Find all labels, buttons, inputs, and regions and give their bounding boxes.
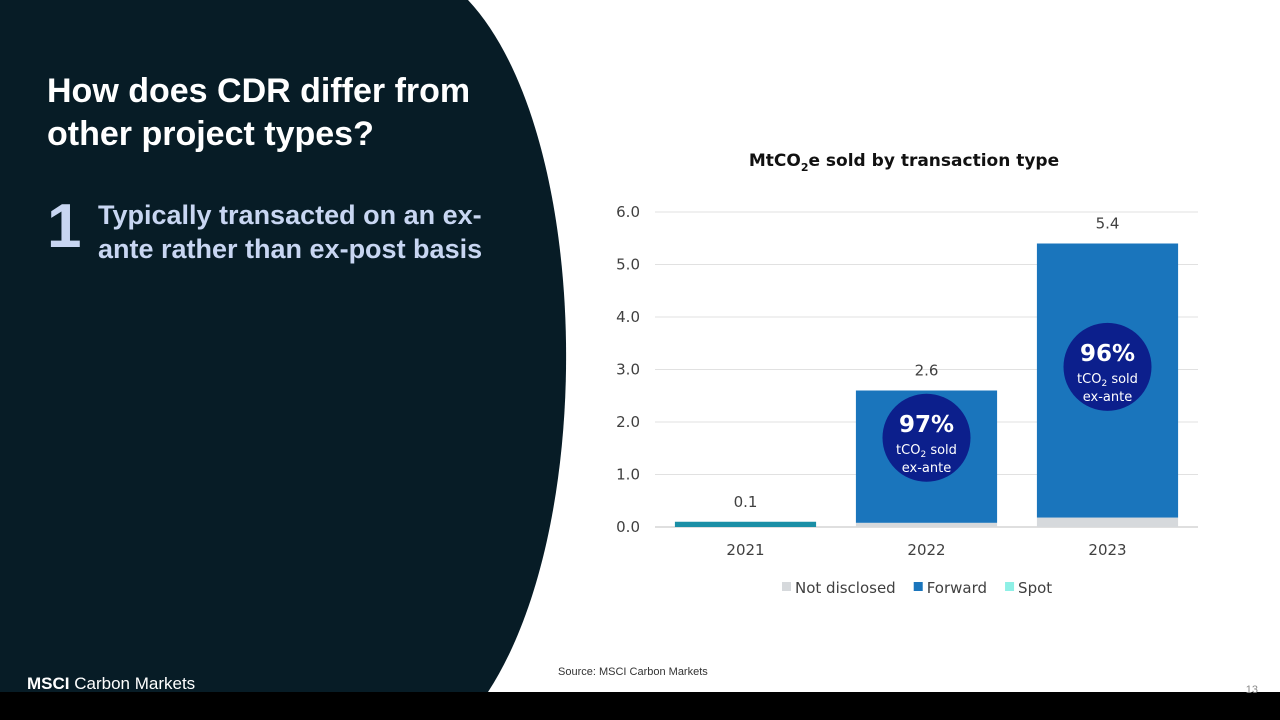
chart-title-main: MtCO [749, 151, 801, 171]
x-tick-label: 2022 [907, 541, 945, 559]
badge-line1: tCO2 sold [896, 443, 957, 460]
legend-swatch [1005, 582, 1015, 591]
y-tick-label: 3.0 [616, 361, 640, 379]
y-tick-label: 5.0 [616, 256, 640, 274]
bar-total-label: 2.6 [915, 362, 939, 380]
ex-ante-badge [1063, 322, 1152, 411]
bar-segment [674, 521, 817, 527]
total-labels: 0.1 2.6 5.4 [734, 215, 1120, 511]
legend-label: Not disclosed [795, 579, 896, 597]
legend-label: Forward [927, 579, 987, 597]
dark-panel-background [0, 0, 567, 692]
legend-label: Spot [1018, 579, 1052, 597]
y-tick-label: 4.0 [616, 308, 640, 326]
bottom-bar [0, 692, 1280, 720]
ex-ante-badge [882, 393, 971, 482]
y-tick-label: 6.0 [616, 203, 640, 221]
slide-title: How does CDR differ from other project t… [47, 72, 471, 153]
brand-name-bold: MSCI [27, 674, 70, 692]
legend-swatch [913, 582, 923, 591]
slide: How does CDR differ from other project t… [0, 0, 1198, 692]
x-axis-ticks: 2021 2022 2023 [726, 541, 1126, 559]
x-tick-label: 2021 [726, 541, 764, 559]
y-tick-label: 1.0 [616, 466, 640, 484]
badge-line2: ex-ante [1083, 390, 1132, 405]
point-text: Typically transacted on an ex-ante rathe… [98, 200, 483, 264]
bar-total-label: 5.4 [1096, 215, 1120, 233]
point-number: 1 [47, 192, 82, 261]
badge-line1: tCO2 sold [1077, 372, 1138, 389]
bar-total-label: 0.1 [734, 493, 758, 511]
bar-segment [1036, 517, 1179, 527]
chart-title-subscript: 2 [801, 161, 809, 174]
stacked-bar-chart: MtCO2e sold by transaction type 0.0 1.0 2.… [616, 151, 1198, 597]
badge-percent: 96% [1080, 341, 1135, 367]
y-tick-label: 2.0 [616, 413, 640, 431]
source-note: Source: MSCI Carbon Markets [558, 666, 708, 678]
x-tick-label: 2023 [1088, 541, 1126, 559]
chart-title: MtCO2e sold by transaction type [749, 151, 1059, 174]
badge-line2: ex-ante [902, 461, 951, 476]
brand-logo: MSCI Carbon Markets [27, 674, 195, 692]
chart-title-rest: e sold by transaction type [808, 151, 1059, 171]
badge-percent: 97% [899, 412, 954, 438]
legend-swatch [782, 582, 791, 591]
bar-segment [855, 522, 998, 527]
y-tick-label: 0.0 [616, 518, 640, 536]
page-number: 13 [1245, 684, 1258, 696]
brand-name-rest: Carbon Markets [74, 674, 196, 692]
y-axis-ticks: 0.0 1.0 2.0 3.0 4.0 5.0 6.0 [616, 203, 640, 536]
legend: Not disclosed Forward Spot [782, 579, 1052, 597]
